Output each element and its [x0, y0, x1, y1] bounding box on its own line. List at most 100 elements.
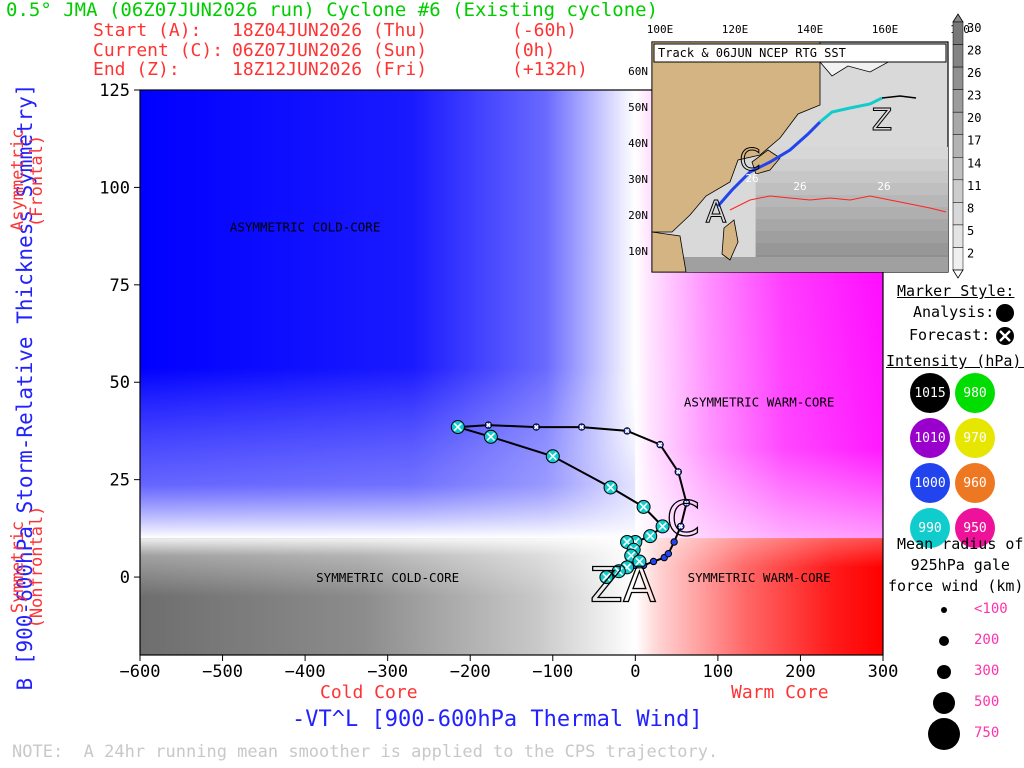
- analysis-point: [649, 557, 658, 566]
- forecast-point: [674, 468, 682, 476]
- forecast-point-x: [579, 424, 584, 430]
- colorbar-label: 2: [967, 246, 974, 260]
- inset-lat-label: 10N: [628, 245, 648, 258]
- inset-lat-label: 40N: [628, 137, 648, 150]
- colorbar-top-arrow: [952, 13, 964, 23]
- colorbar-label: 8: [967, 201, 974, 215]
- forecast-point: [545, 449, 560, 464]
- radius-marker: [937, 665, 951, 679]
- colorbar-segment: [952, 66, 964, 90]
- forecast-point-x: [606, 483, 615, 492]
- y-tick-label: 125: [99, 81, 130, 101]
- intensity-swatch-990: 990: [910, 508, 950, 548]
- sst-band: [755, 231, 948, 243]
- forecast-point-x: [646, 532, 655, 541]
- y-tick-label: 50: [110, 373, 130, 393]
- start-offset: (-60h): [512, 20, 578, 41]
- intensity-swatch-950: 950: [955, 508, 995, 548]
- sst-band: [755, 171, 948, 183]
- colorbar-segment: [952, 134, 964, 158]
- forecast-point: [484, 421, 493, 429]
- inset-indochina: [651, 231, 687, 273]
- legend-analysis-label: Analysis:: [913, 303, 995, 321]
- colorbar-label: 26: [967, 66, 981, 80]
- y-side-label-symmetric: Symmetric (Nonfrontal): [8, 505, 47, 629]
- forecast-point-x: [658, 522, 667, 531]
- analysis-point: [670, 538, 678, 546]
- colorbar-bottom-arrow: [952, 269, 964, 279]
- forecast-point: [577, 423, 586, 431]
- radius-marker: [939, 636, 949, 646]
- x-tick-label: −200: [450, 662, 491, 682]
- colorbar-segment: [952, 21, 964, 45]
- forecast-point: [632, 554, 647, 569]
- x-tick-label: −300: [367, 662, 408, 682]
- x-tick-label: −500: [202, 662, 243, 682]
- end-offset: (+132h): [512, 59, 588, 80]
- forecast-point: [682, 499, 691, 507]
- colorbar-label: 20: [967, 111, 981, 125]
- y-tick-label: 0: [120, 568, 130, 588]
- end-marker-z: Z: [590, 558, 623, 614]
- forecast-point: [611, 564, 626, 579]
- sst-band: [755, 183, 948, 195]
- colorbar-segment: [952, 179, 964, 203]
- intensity-swatch-1015: 1015: [910, 373, 950, 413]
- x-axis-label: -VT^L [900-600hPa Thermal Wind]: [292, 707, 703, 732]
- forecast-point-x: [639, 502, 648, 512]
- forecast-point-x: [657, 442, 663, 447]
- symmetric-cold-core-fade: [140, 538, 636, 655]
- forecast-point: [483, 429, 498, 444]
- colorbar-segment: [952, 157, 964, 181]
- inset-lon-label: 120E: [722, 23, 749, 36]
- analysis-marker-icon: [996, 304, 1014, 322]
- colorbar-label: 5: [967, 224, 974, 238]
- inset-lat-label: 30N: [628, 173, 648, 186]
- end-label: End (Z):: [93, 59, 180, 80]
- colorbar-label: 11: [967, 179, 981, 193]
- inset-sst-label: 26: [877, 180, 890, 193]
- inset-asia-landmass: [651, 41, 821, 233]
- region-label: ASYMMETRIC COLD-CORE: [230, 219, 381, 234]
- colorbar-segment: [952, 224, 964, 248]
- analysis-point: [664, 549, 673, 558]
- radius-label: <100: [974, 601, 1008, 617]
- colorbar-segment: [952, 202, 964, 226]
- inset-philippines: [721, 219, 739, 261]
- plot-frame: [139, 89, 884, 656]
- radius-label: 750: [974, 725, 1000, 741]
- y-tick-label: 100: [99, 178, 130, 198]
- forecast-point-x: [486, 422, 491, 428]
- legend-marker-title: Marker Style:: [897, 282, 1015, 300]
- forecast-point: [620, 535, 635, 549]
- forecast-point: [656, 440, 664, 449]
- forecast-point: [599, 570, 614, 585]
- forecast-point: [677, 522, 685, 531]
- intensity-swatch-1010: 1010: [910, 418, 950, 458]
- colorbar-label: 23: [967, 89, 981, 103]
- symmetric-warm-core-fade: [635, 538, 883, 655]
- colorbar-label: 17: [967, 134, 981, 148]
- smoothing-note: NOTE: A 24hr running mean smoother is ap…: [12, 742, 719, 762]
- asymmetric-cold-core-fade: [140, 90, 636, 539]
- colorbar-label: 30: [967, 21, 981, 35]
- y-tick-label: 25: [110, 471, 130, 491]
- forecast-point-x: [635, 557, 644, 566]
- start-time: 18Z04JUN2026 (Thu): [232, 20, 428, 41]
- forecast-point-x: [622, 537, 632, 547]
- forecast-point-x: [533, 424, 539, 430]
- x-side-label-cold: Cold Core: [320, 682, 418, 703]
- sst-band: [755, 243, 948, 255]
- radius-label: 500: [974, 694, 1000, 710]
- region-label: ASYMMETRIC WARM-CORE: [684, 395, 835, 410]
- current-marker-c: C: [666, 491, 700, 547]
- sst-band: [755, 195, 948, 207]
- forecast-point: [636, 499, 651, 514]
- forecast-point-x: [675, 469, 681, 475]
- forecast-point-x: [627, 551, 636, 560]
- track-inset-map: AC Z Track & 06JUN NCEP RTG SST 100E 120E 140…: [628, 13, 981, 279]
- colorbar-segment: [952, 44, 964, 68]
- forecast-point-x: [486, 432, 496, 441]
- region-label: SYMMETRIC COLD-CORE: [316, 570, 459, 585]
